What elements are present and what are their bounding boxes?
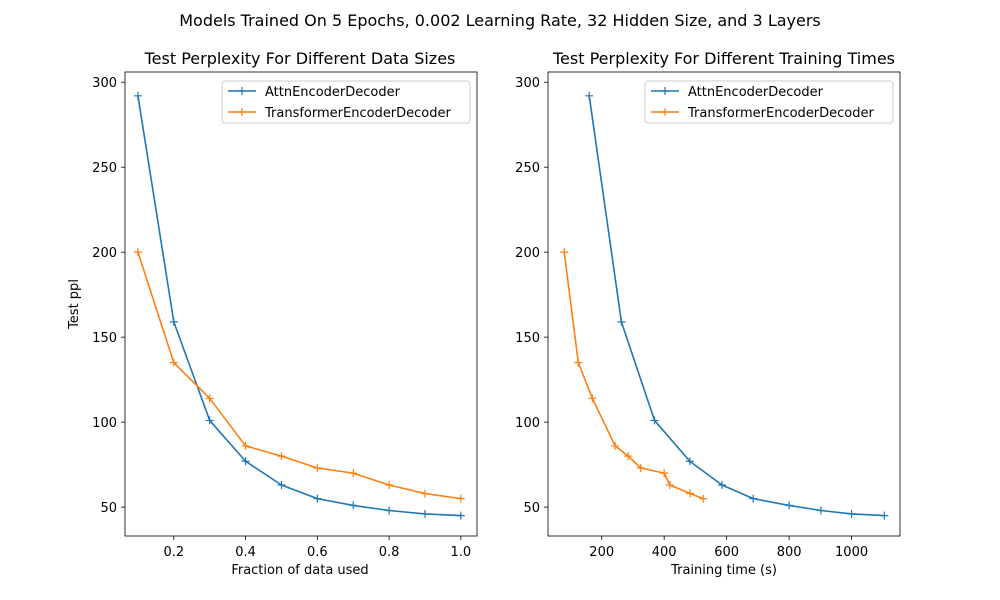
right-plot-series-attn-point [816,506,825,515]
left-plot-x-axis-label: Fraction of data used [231,563,368,578]
left-plot-series-transformer-point [313,464,322,473]
figure-suptitle: Models Trained On 5 Epochs, 0.002 Learni… [179,11,821,30]
left-plot-x-tick-label: 0.4 [235,545,256,560]
left-plot-legend-attn-label: AttnEncoderDecoder [265,85,401,100]
left-plot-x-tick-label: 1.0 [451,545,472,560]
right-plot-series-transformer-point [624,452,633,461]
right-plot: Test Perplexity For Different Training T… [515,49,901,578]
right-plot-legend-transformer-marker [661,108,669,116]
right-plot-series-transformer-point [636,464,645,473]
left-plot-series-attn-point [133,91,142,100]
left-plot-series-transformer-point [456,494,465,503]
left-plot-series-attn-point [420,509,429,518]
left-plot: Test Perplexity For Different Data Sizes… [67,49,478,578]
right-plot-series-transformer-point [611,441,620,450]
right-plot-x-tick-label: 600 [714,545,739,560]
left-plot-series-attn-point [385,506,394,515]
left-plot-x-tick-label: 0.6 [307,545,328,560]
right-plot-series-transformer-point [665,481,674,490]
left-plot-series-attn-point [456,511,465,520]
right-plot-series-attn-point [585,91,594,100]
left-plot-legend-transformer-marker [238,108,246,116]
right-plot-series-attn-point [717,481,726,490]
right-plot-series-transformer-point [699,494,708,503]
left-plot-series-attn-point [205,416,214,425]
right-plot-series-transformer-point [686,489,695,498]
left-plot-y-tick-label: 200 [92,246,117,261]
left-plot-legend [221,80,471,124]
left-plot-series-transformer-point [420,489,429,498]
right-plot-legend [644,80,894,124]
left-plot-y-tick-label: 300 [92,76,117,91]
left-plot-series-transformer-point [169,358,178,367]
right-plot-x-tick-label: 1000 [835,545,868,560]
left-plot-y-axis-label: Test ppl [67,279,82,330]
left-plot-series-transformer-point [349,469,358,478]
right-plot-series-transformer-point [574,358,583,367]
left-plot-series-transformer-point [277,452,286,461]
right-plot-series-attn-line [588,95,885,517]
left-plot-series-attn-point [241,457,250,466]
left-plot-legend-transformer-label: TransformerEncoderDecoder [264,106,452,121]
left-plot-series-transformer-point [241,441,250,450]
right-plot-y-tick-label: 150 [515,331,540,346]
right-plot-series-transformer-point [660,469,669,478]
right-plot-x-tick-label: 400 [652,545,677,560]
left-plot-y-tick-label: 150 [92,331,117,346]
right-plot-x-axis-label: Training time (s) [670,563,777,578]
right-plot-title: Test Perplexity For Different Training T… [552,49,895,68]
right-plot-series-attn-point [749,494,758,503]
left-plot-series-attn-point [277,481,286,490]
right-plot-series-attn-point [617,317,626,326]
right-plot-series-transformer-line [563,252,704,500]
left-plot-series-transformer-point [133,248,142,257]
right-plot-legend-attn-marker [661,87,669,95]
left-plot-series-attn-line [137,95,461,517]
left-plot-series-attn-point [169,317,178,326]
right-plot-x-tick-label: 200 [589,545,614,560]
right-plot-series-transformer-point [560,248,569,257]
right-plot-series-attn-point [880,511,889,520]
left-plot-series-transformer-line [137,251,461,500]
left-plot-axes-frame [124,71,478,537]
left-plot-y-tick-label: 250 [92,161,117,176]
right-plot-y-tick-label: 200 [515,246,540,261]
right-plot-y-tick-label: 50 [523,501,540,516]
left-plot-series-transformer-point [385,481,394,490]
left-plot-legend-attn-marker [238,87,246,95]
right-plot-axes-frame [547,71,901,537]
right-plot-series-attn-point [847,509,856,518]
right-plot-series-attn-point [650,416,659,425]
right-plot-series-attn-point [785,501,794,510]
left-plot-x-tick-label: 0.2 [163,545,184,560]
right-plot-y-tick-label: 300 [515,76,540,91]
left-plot-y-tick-label: 100 [92,416,117,431]
left-plot-title: Test Perplexity For Different Data Sizes [144,49,456,68]
right-plot-y-tick-label: 250 [515,161,540,176]
right-plot-legend-attn-label: AttnEncoderDecoder [688,85,824,100]
right-plot-y-tick-label: 100 [515,416,540,431]
left-plot-series-transformer-point [205,394,214,403]
left-plot-series-attn-point [349,501,358,510]
right-plot-x-tick-label: 800 [777,545,802,560]
right-plot-series-attn-point [685,457,694,466]
left-plot-series-attn-point [313,494,322,503]
left-plot-y-tick-label: 50 [100,501,117,516]
right-plot-series-transformer-point [588,394,597,403]
left-plot-x-tick-label: 0.8 [379,545,400,560]
right-plot-legend-transformer-label: TransformerEncoderDecoder [687,106,875,121]
